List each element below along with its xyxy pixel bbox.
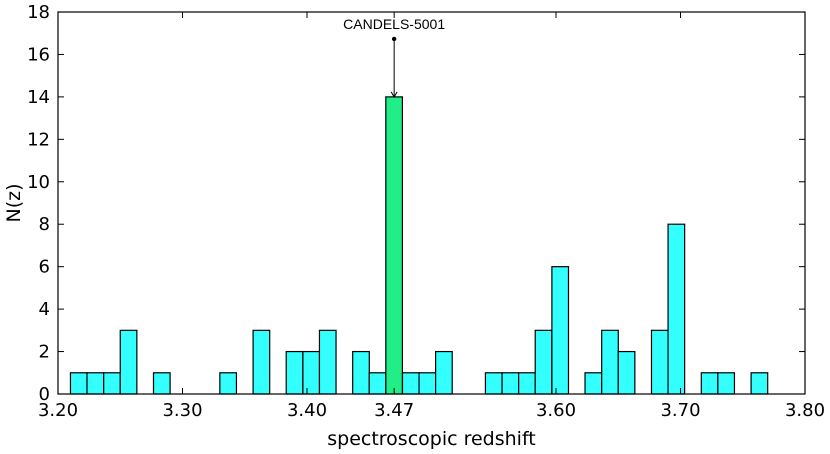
bar	[302, 350, 321, 395]
bar	[103, 372, 121, 395]
bar	[518, 372, 536, 395]
bar	[534, 329, 553, 395]
bar	[750, 372, 769, 395]
bar	[551, 266, 570, 395]
bar-highlight	[385, 96, 404, 395]
annotation-arrow-head	[390, 91, 398, 98]
x-tick-label: 3.60	[536, 400, 576, 421]
y-tick-label: 8	[39, 214, 50, 235]
y-tick-label: 14	[27, 87, 50, 108]
bar	[501, 372, 520, 395]
x-tick-label: 3.47	[374, 400, 414, 421]
bar	[352, 350, 370, 395]
y-tick-label: 2	[39, 342, 50, 363]
y-tick-label: 0	[39, 384, 50, 405]
bar	[717, 372, 736, 395]
bar	[252, 329, 271, 395]
bar	[435, 350, 453, 395]
bar	[401, 372, 420, 395]
bar	[119, 329, 138, 395]
bar	[617, 350, 636, 395]
bar	[86, 372, 105, 395]
annotation-arrow-tail	[391, 36, 397, 42]
x-tick-label: 3.80	[785, 400, 825, 421]
y-tick-label: 18	[27, 2, 50, 23]
x-tick-label: 3.30	[162, 400, 202, 421]
bar	[584, 372, 603, 395]
bar	[318, 329, 337, 395]
y-tick-label: 4	[39, 299, 50, 320]
ticks-layer: 3.20 3.30 3.40 3.47 3.60 3.70 3.80 0 2 4 6 8 10 12 14 1…	[27, 2, 825, 421]
bar	[667, 223, 686, 395]
bar	[152, 372, 171, 395]
y-tick-label: 12	[27, 129, 50, 150]
x-tick-label: 3.70	[660, 400, 700, 421]
bar	[368, 372, 387, 395]
annotation: CANDELS-5001	[343, 16, 445, 98]
plot-frame	[57, 11, 806, 395]
bar	[418, 372, 437, 395]
y-tick-label: 16	[27, 44, 50, 65]
y-tick-label: 10	[27, 172, 50, 193]
y-tick-label: 6	[39, 257, 50, 278]
y-axis-label: N(z)	[3, 183, 25, 222]
annotation-label: CANDELS-5001	[343, 16, 445, 32]
bar	[484, 372, 503, 395]
x-axis-label: spectroscopic redshift	[327, 428, 536, 450]
bar	[285, 350, 304, 395]
bar	[219, 372, 238, 395]
x-tick-label: 3.20	[38, 400, 78, 421]
bar	[650, 329, 669, 395]
bar	[700, 372, 719, 395]
bar	[69, 372, 88, 395]
bar	[601, 329, 619, 395]
x-tick-label: 3.40	[287, 400, 327, 421]
bars-layer	[69, 96, 769, 395]
